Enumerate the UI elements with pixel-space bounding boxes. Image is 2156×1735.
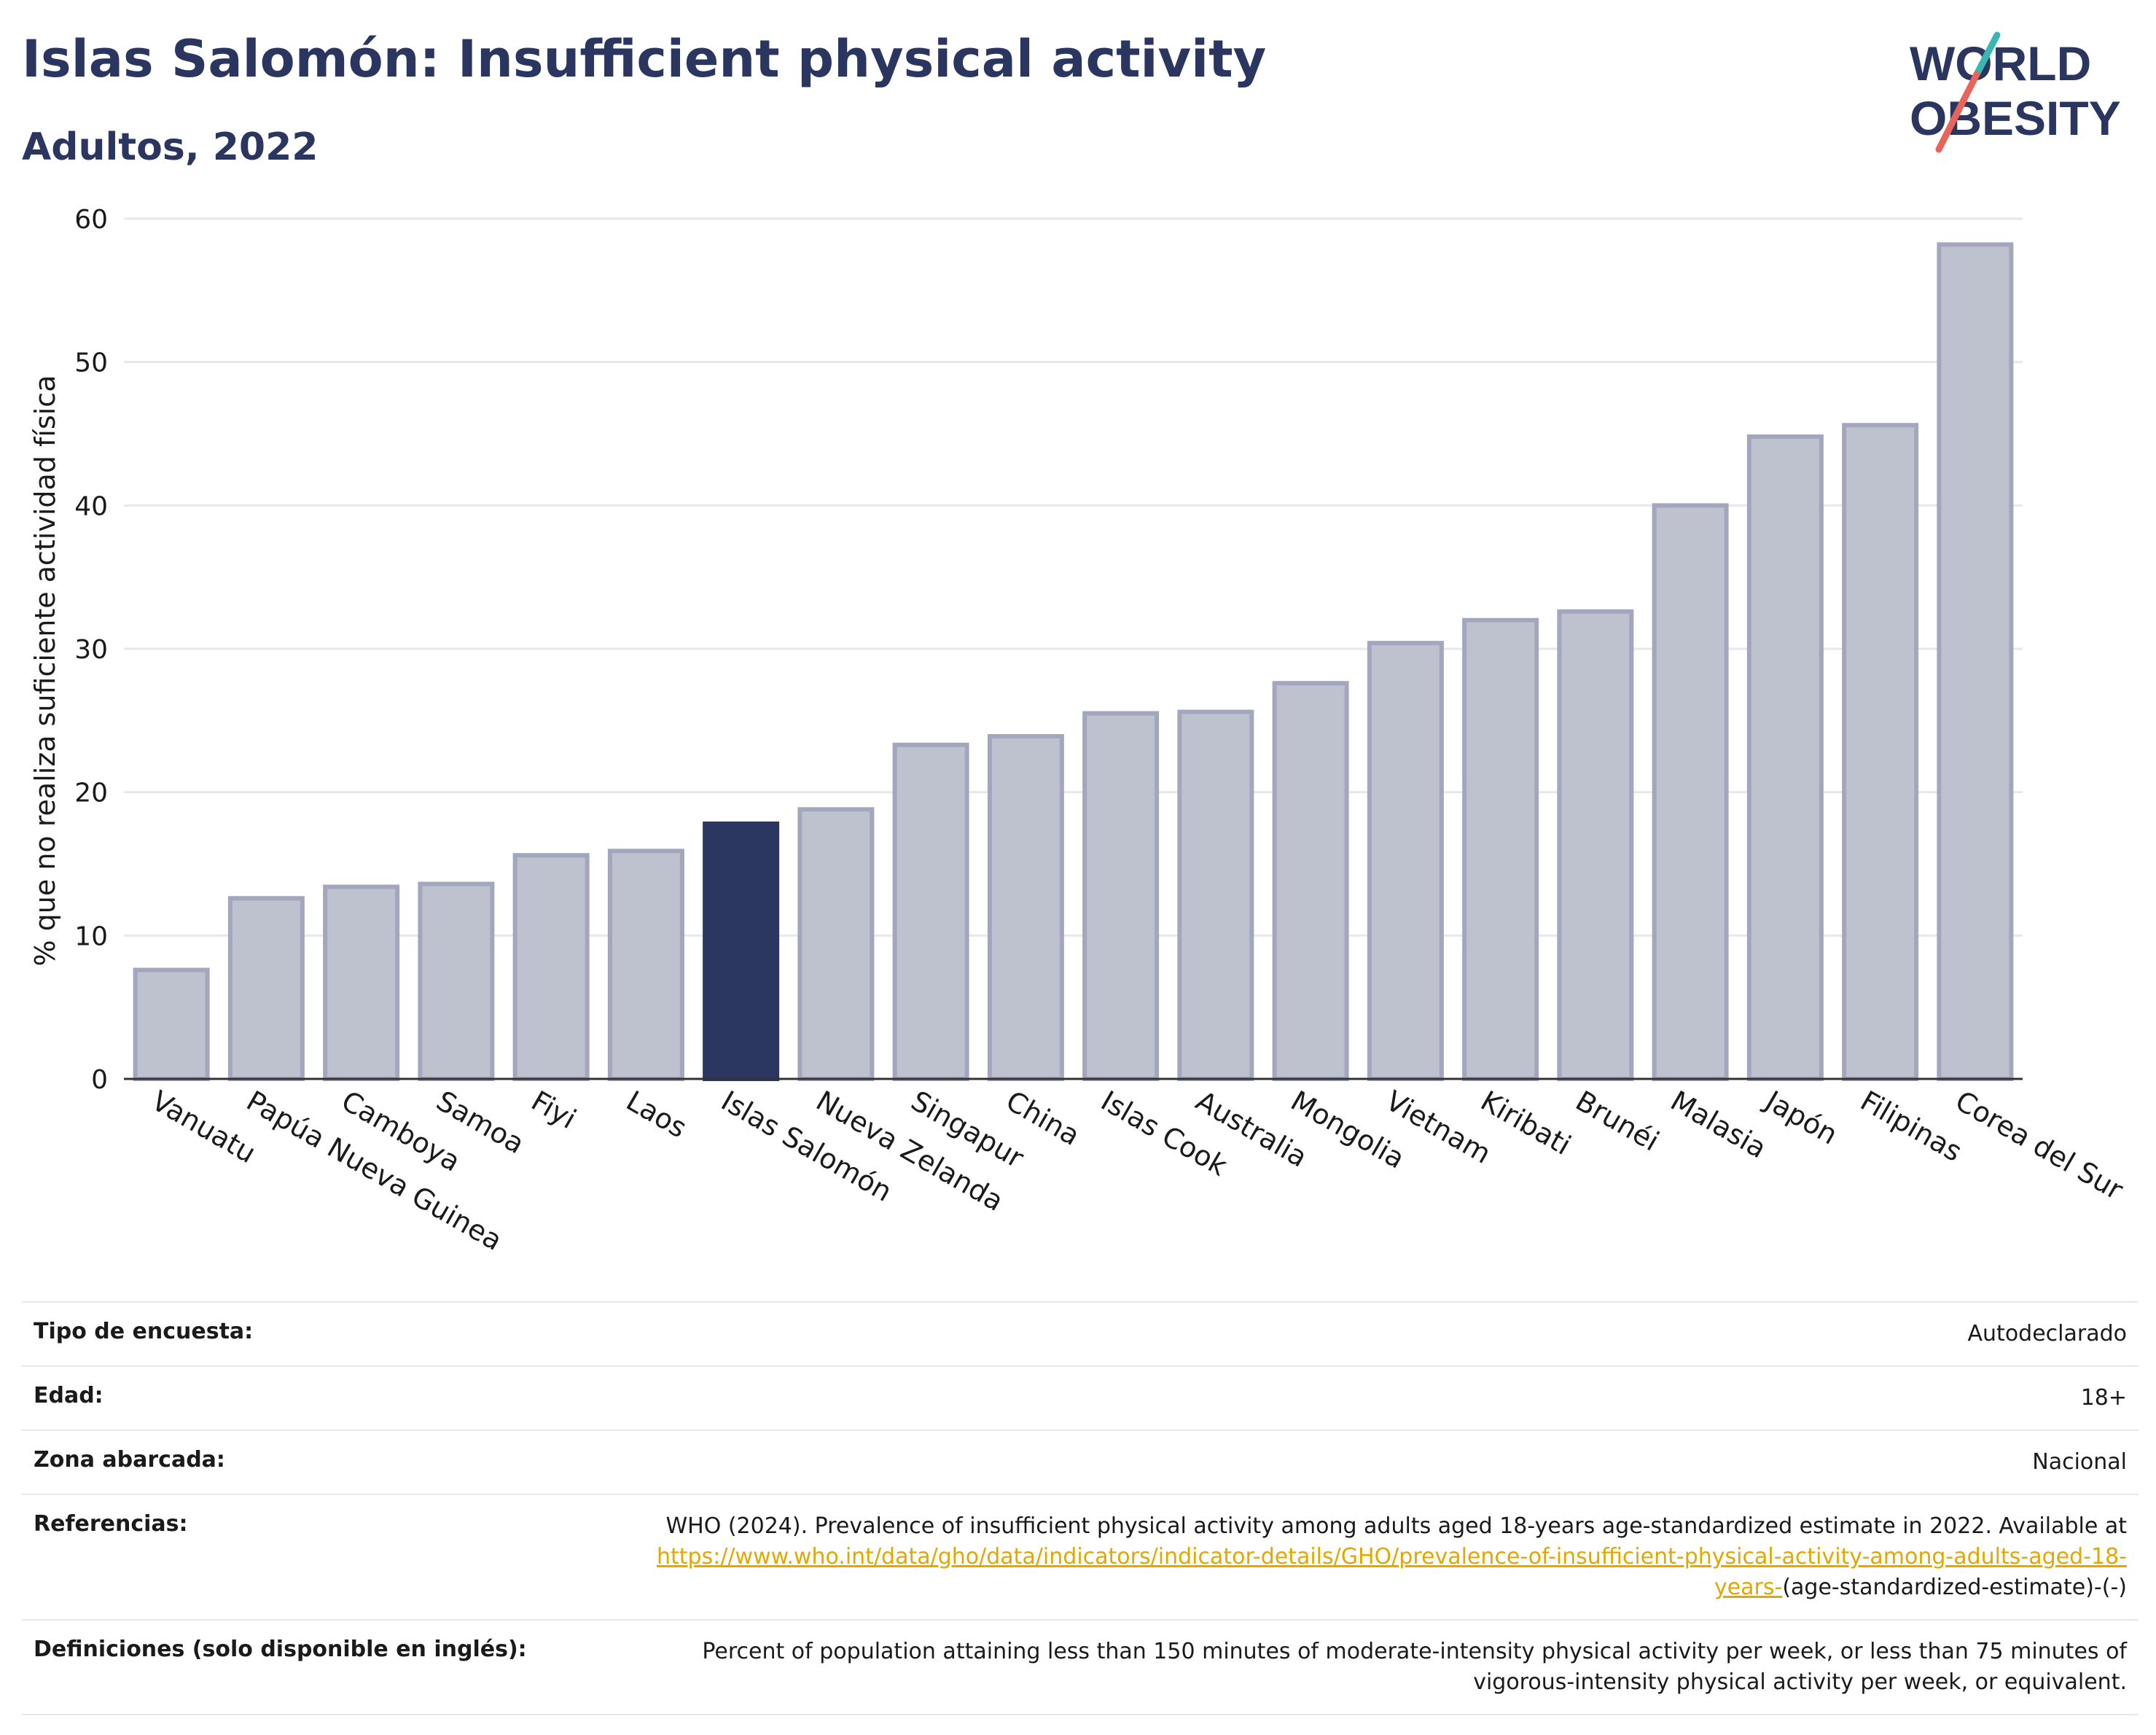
bar-brunéi <box>1557 609 1634 1081</box>
x-tick-label: Brunéi <box>1570 1085 1664 1158</box>
logo-line1: WORLD <box>1910 36 2091 90</box>
references-text: WHO (2024). Prevalence of insufficient p… <box>665 1513 2127 1539</box>
references-value: WHO (2024). Prevalence of insufficient p… <box>611 1511 2127 1603</box>
zone-label: Zona abarcada: <box>34 1447 225 1473</box>
zone-row: Zona abarcada: Nacional <box>22 1430 2139 1494</box>
y-axis-ticks: 0 10 20 30 40 50 60 <box>74 205 108 1095</box>
references-row: Referencias: WHO (2024). Prevalence of i… <box>22 1494 2139 1619</box>
y-tick-label: 40 <box>74 491 108 521</box>
bar-islas-cook <box>1082 711 1160 1081</box>
zone-value: Nacional <box>2032 1449 2127 1475</box>
info-table: Tipo de encuesta: Autodeclarado Edad: 18… <box>22 1301 2139 1715</box>
gridlines <box>124 217 2023 1080</box>
y-tick-label: 50 <box>74 348 108 378</box>
y-tick-label: 30 <box>74 635 108 665</box>
y-tick-label: 0 <box>91 1065 108 1095</box>
bar-singapur <box>892 742 969 1081</box>
bar-islas-salomón <box>703 821 780 1082</box>
x-tick-label: Laos <box>621 1085 692 1145</box>
bar-mongolia <box>1272 681 1349 1081</box>
references-label: Referencias: <box>34 1511 188 1537</box>
bar-japón <box>1746 434 1824 1081</box>
bar-samoa <box>418 881 495 1081</box>
x-tick-label: Malasia <box>1665 1085 1772 1165</box>
x-tick-label: Filipinas <box>1855 1085 1967 1168</box>
y-tick-label: 20 <box>74 779 108 808</box>
logo-slash-red <box>1935 71 1980 153</box>
x-tick-label: Corea del Sur <box>1950 1085 2128 1206</box>
definitions-row: Definiciones (solo disponible en inglés)… <box>22 1619 2139 1715</box>
y-tick-label: 60 <box>74 205 108 235</box>
x-tick-label: Vanuatu <box>147 1085 262 1169</box>
bar-china <box>987 733 1064 1081</box>
chart-subtitle: Adultos, 2022 <box>22 125 319 169</box>
age-row: Edad: 18+ <box>22 1365 2139 1430</box>
y-axis-label: % que no realiza suficiente actividad fí… <box>29 375 61 967</box>
bars <box>133 242 2014 1082</box>
survey-type-row: Tipo de encuesta: Autodeclarado <box>22 1301 2139 1365</box>
definitions-value: Percent of population attaining less tha… <box>702 1639 2127 1695</box>
bar-vanuatu <box>133 967 210 1081</box>
age-label: Edad: <box>34 1383 103 1408</box>
survey-type-label: Tipo de encuesta: <box>34 1319 254 1344</box>
bar-malasia <box>1652 503 1729 1081</box>
x-tick-label: Fiyi <box>526 1085 582 1135</box>
references-link[interactable]: https://www.who.int/data/gho/data/indica… <box>657 1544 2127 1600</box>
world-obesity-logo: WORLD OBESITY <box>1910 31 2121 153</box>
bar-vietnam <box>1367 641 1444 1081</box>
references-tail: (age-standardized-estimate)-(-) <box>1782 1575 2127 1600</box>
x-tick-label: Japón <box>1759 1084 1843 1151</box>
age-value: 18+ <box>2080 1385 2127 1411</box>
bar-australia <box>1177 709 1254 1081</box>
y-tick-label: 10 <box>74 921 108 951</box>
bar-filipinas <box>1842 423 1919 1081</box>
bar-nueva-zelanda <box>797 807 875 1082</box>
logo-slash-teal <box>1973 31 2001 78</box>
bar-camboya <box>323 884 400 1081</box>
bar-kiribati <box>1462 617 1539 1081</box>
bar-fiyi <box>512 853 590 1081</box>
bar-laos <box>607 849 684 1082</box>
bar-corea-del-sur <box>1937 242 2014 1081</box>
definitions-label: Definiciones (solo disponible en inglés)… <box>34 1637 527 1662</box>
bar-papúa-nueva-guinea <box>227 896 305 1081</box>
chart-title: Islas Salomón: Insufficient physical act… <box>22 29 1267 89</box>
survey-type-value: Autodeclarado <box>1967 1321 2127 1346</box>
